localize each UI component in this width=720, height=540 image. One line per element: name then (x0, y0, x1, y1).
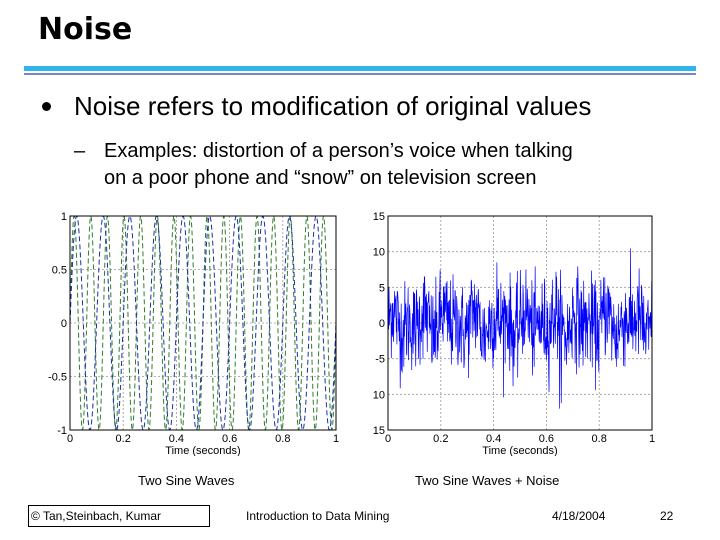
noisy-series-line (388, 248, 652, 409)
plot-frame (69, 215, 337, 431)
x-tick-label: 1 (649, 433, 655, 445)
sub-bullet-text: Examples: distortion of a person’s voice… (104, 138, 720, 192)
x-tick-label: 0.8 (275, 433, 290, 445)
sine-series-line-2 (70, 216, 336, 430)
x-tick-label: 0 (385, 433, 391, 445)
x-tick-label: 1 (333, 433, 339, 445)
x-tick-label: 0.6 (222, 433, 237, 445)
x-tick-label: 0.4 (169, 433, 184, 445)
slide-title: Noise (38, 12, 133, 47)
y-tick-label: 10 (373, 389, 385, 401)
x-tick-label: 0.2 (433, 433, 448, 445)
y-tick-label: 0 (379, 318, 385, 330)
caption-left: Two Sine Waves (138, 473, 235, 488)
y-tick-label: 0 (61, 318, 67, 330)
y-tick-label: 0.5 (52, 265, 67, 277)
bullet-text: Noise refers to modification of original… (74, 91, 592, 121)
y-tick-label: 15 (373, 425, 385, 437)
footer-course: Introduction to Data Mining (246, 509, 390, 523)
title-rule-bottom (24, 73, 696, 75)
y-tick-label: 1 (61, 211, 67, 223)
x-axis-label: Time (seconds) (165, 445, 240, 456)
sub-bullet-dash: – (74, 140, 86, 162)
x-tick-label: 0.6 (539, 433, 554, 445)
sine-waves-noise-chart: 0 0.2 0.4 0.6 0.8 1 15 10 -5 0 5 10 15 Time (seconds) (373, 211, 655, 456)
footer-date: 4/18/2004 (552, 509, 606, 523)
caption-right: Two Sine Waves + Noise (415, 473, 560, 488)
y-tick-label: 15 (373, 211, 385, 223)
y-tick-label: -5 (375, 354, 385, 366)
x-tick-label: 0.2 (116, 433, 131, 445)
title-rule-top (24, 66, 696, 71)
x-tick-label: 0.8 (592, 433, 607, 445)
plot-frame (387, 215, 653, 431)
y-tick-label: -0.5 (48, 372, 67, 384)
y-tick-label: 10 (373, 247, 385, 259)
y-tick-label: 5 (379, 282, 385, 294)
footer-page-number: 22 (660, 509, 674, 523)
x-tick-label: 0.4 (486, 433, 501, 445)
bullet-dot-icon (42, 102, 51, 111)
footer-copyright: © Tan,Steinbach, Kumar (31, 509, 162, 523)
footer-copyright-box (28, 505, 210, 527)
sub-bullet-line-2: on a poor phone and “snow” on television… (104, 167, 537, 189)
sub-bullet-line-1: Examples: distortion of a person’s voice… (104, 140, 573, 162)
x-tick-label: 0 (67, 433, 73, 445)
x-axis-label: Time (seconds) (482, 445, 557, 456)
y-tick-label: -1 (57, 425, 67, 437)
two-sine-waves-chart: 0 0.2 0.4 0.6 0.8 1 -1 -0.5 0 0.5 1 Time (seconds) (48, 211, 339, 456)
